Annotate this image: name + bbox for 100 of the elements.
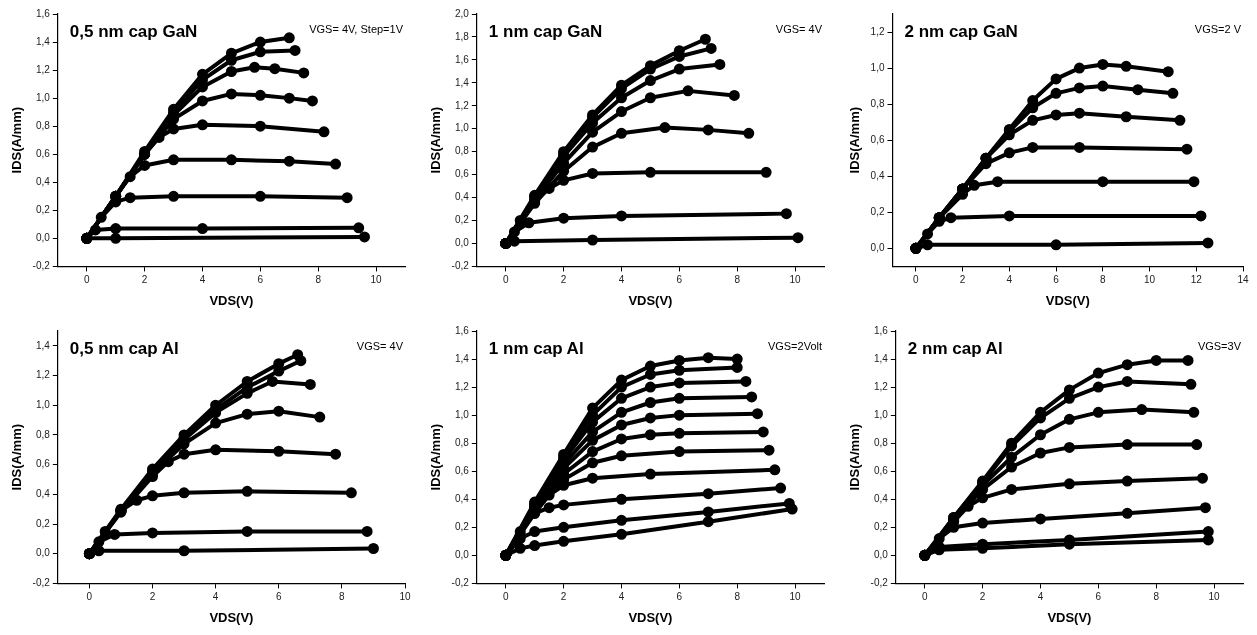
x-tick-label: 4: [199, 274, 206, 286]
x-tick-label: 0: [502, 591, 509, 603]
x-tick-label: 10: [789, 274, 802, 286]
y-tick-label: 0,0: [870, 242, 885, 254]
x-tick-label: 10: [370, 274, 383, 286]
x-axis-title: VDS(V): [209, 609, 254, 625]
x-axis-title: VDS(V): [209, 292, 254, 308]
x-axis-title: VDS(V): [628, 609, 673, 625]
y-axis-title: IDS(A/mm): [9, 106, 25, 174]
x-tick-label: 8: [734, 591, 741, 603]
x-tick-label: 6: [676, 274, 683, 286]
y-tick-label: -0,2: [32, 577, 51, 589]
y-tick-label: 0,6: [454, 168, 470, 180]
y-tick-label: 0,0: [873, 549, 889, 561]
x-tick-label: 4: [618, 591, 625, 603]
x-tick-label: 10: [399, 591, 411, 603]
y-tick-label: 1,8: [454, 30, 470, 42]
y-tick-label: -0,2: [870, 577, 889, 589]
y-tick-label: 1,4: [454, 352, 470, 364]
y-tick-label: 0,8: [870, 97, 885, 109]
y-tick-label: 0,4: [873, 493, 889, 505]
y-tick-label: 1,4: [454, 76, 470, 88]
y-tick-label: 0,0: [454, 549, 470, 561]
y-tick-label: 1,4: [35, 35, 51, 47]
y-tick-label: 1,0: [35, 91, 51, 103]
annotation: VGS=3V: [1197, 340, 1242, 353]
y-tick-label: 1,0: [873, 408, 889, 420]
x-tick-label: 0: [502, 274, 509, 286]
y-tick-label: -0,2: [32, 260, 51, 272]
text: 1 nm cap GaN: [488, 21, 603, 41]
y-axis-title: IDS(A/mm): [428, 423, 444, 491]
x-tick-label: 4: [1006, 274, 1013, 286]
y-tick-label: 1,0: [870, 61, 885, 73]
y-tick-label: 1,2: [454, 380, 470, 392]
annotation: VGS= 4V: [775, 23, 823, 36]
y-tick-label: 0,0: [35, 232, 51, 244]
x-tick-label: 2: [560, 591, 567, 603]
x-tick-label: 4: [1037, 591, 1044, 603]
x-tick-label: 4: [618, 274, 625, 286]
x-tick-label: 0: [921, 591, 928, 603]
y-tick-label: 1,2: [35, 369, 51, 381]
y-tick-label: 0,6: [873, 464, 889, 476]
x-tick-label: 2: [560, 274, 567, 286]
annotation: VGS=2 V: [1194, 23, 1242, 36]
x-tick-label: 6: [257, 274, 264, 286]
x-tick-label: 10: [789, 591, 802, 603]
y-axis-title: IDS(A/mm): [847, 423, 863, 491]
annotation: VGS=2Volt: [767, 340, 822, 353]
x-tick-label: 8: [1153, 591, 1160, 603]
x-tick-label: 10: [1208, 591, 1221, 603]
y-tick-label: 2,0: [454, 7, 470, 19]
y-tick-label: 0,2: [873, 521, 889, 533]
y-tick-label: 0,6: [454, 464, 470, 476]
y-tick-label: 1,2: [870, 25, 885, 37]
x-tick-label: 2: [959, 274, 966, 286]
y-tick-label: 0,8: [35, 119, 51, 131]
x-tick-label: 0: [83, 274, 90, 286]
y-tick-label: 0,4: [454, 191, 470, 203]
y-tick-label: 1,6: [35, 7, 51, 19]
y-tick-label: 0,6: [35, 147, 51, 159]
x-tick-label: 8: [734, 274, 741, 286]
y-tick-label: 0,8: [873, 436, 889, 448]
y-tick-label: 1,6: [873, 324, 889, 336]
x-tick-label: 2: [141, 274, 148, 286]
chart-title: 0,5 nm cap GaN: [69, 21, 198, 41]
x-tick-label: 2: [149, 591, 156, 603]
y-tick-label: 0,4: [35, 488, 51, 500]
y-axis-title: IDS(A/mm): [9, 423, 25, 491]
annotation: VGS= 4V, Step=1V: [309, 23, 404, 36]
text: 0,5 nm cap Al: [69, 338, 179, 358]
x-tick-label: 12: [1190, 274, 1203, 286]
y-tick-label: 0,2: [454, 214, 470, 226]
y-tick-label: 1,6: [454, 53, 470, 65]
y-tick-label: 1,2: [35, 63, 51, 75]
y-tick-label: 1,0: [454, 122, 470, 134]
y-tick-label: 0,2: [35, 517, 51, 529]
chart-title: 2 nm cap GaN: [904, 21, 1018, 41]
y-tick-label: -0,2: [451, 260, 470, 272]
y-axis-title: IDS(A/mm): [428, 106, 444, 174]
x-tick-label: 0: [913, 274, 920, 286]
annotation: VGS= 4V: [356, 340, 404, 353]
y-tick-label: 1,2: [873, 380, 889, 392]
x-tick-label: 2: [979, 591, 986, 603]
y-tick-label: 0,4: [454, 493, 470, 505]
x-axis-title: VDS(V): [1047, 609, 1092, 625]
y-tick-label: 0,2: [454, 521, 470, 533]
y-tick-label: 0,2: [35, 204, 51, 216]
y-tick-label: 1,4: [873, 352, 889, 364]
x-tick-label: 10: [1143, 274, 1156, 286]
x-tick-label: 8: [339, 591, 346, 603]
chart-title: 1 nm cap Al: [488, 338, 584, 358]
y-tick-label: 0,8: [35, 428, 51, 440]
y-tick-label: 0,2: [870, 206, 885, 218]
x-tick-label: 8: [1100, 274, 1107, 286]
y-tick-label: 0,8: [454, 436, 470, 448]
chart-title: 2 nm cap Al: [907, 338, 1003, 358]
x-axis-title: VDS(V): [1045, 292, 1090, 308]
x-tick-label: 4: [212, 591, 219, 603]
y-axis-title: IDS(A/mm): [847, 106, 863, 174]
x-axis-title: VDS(V): [628, 292, 673, 308]
